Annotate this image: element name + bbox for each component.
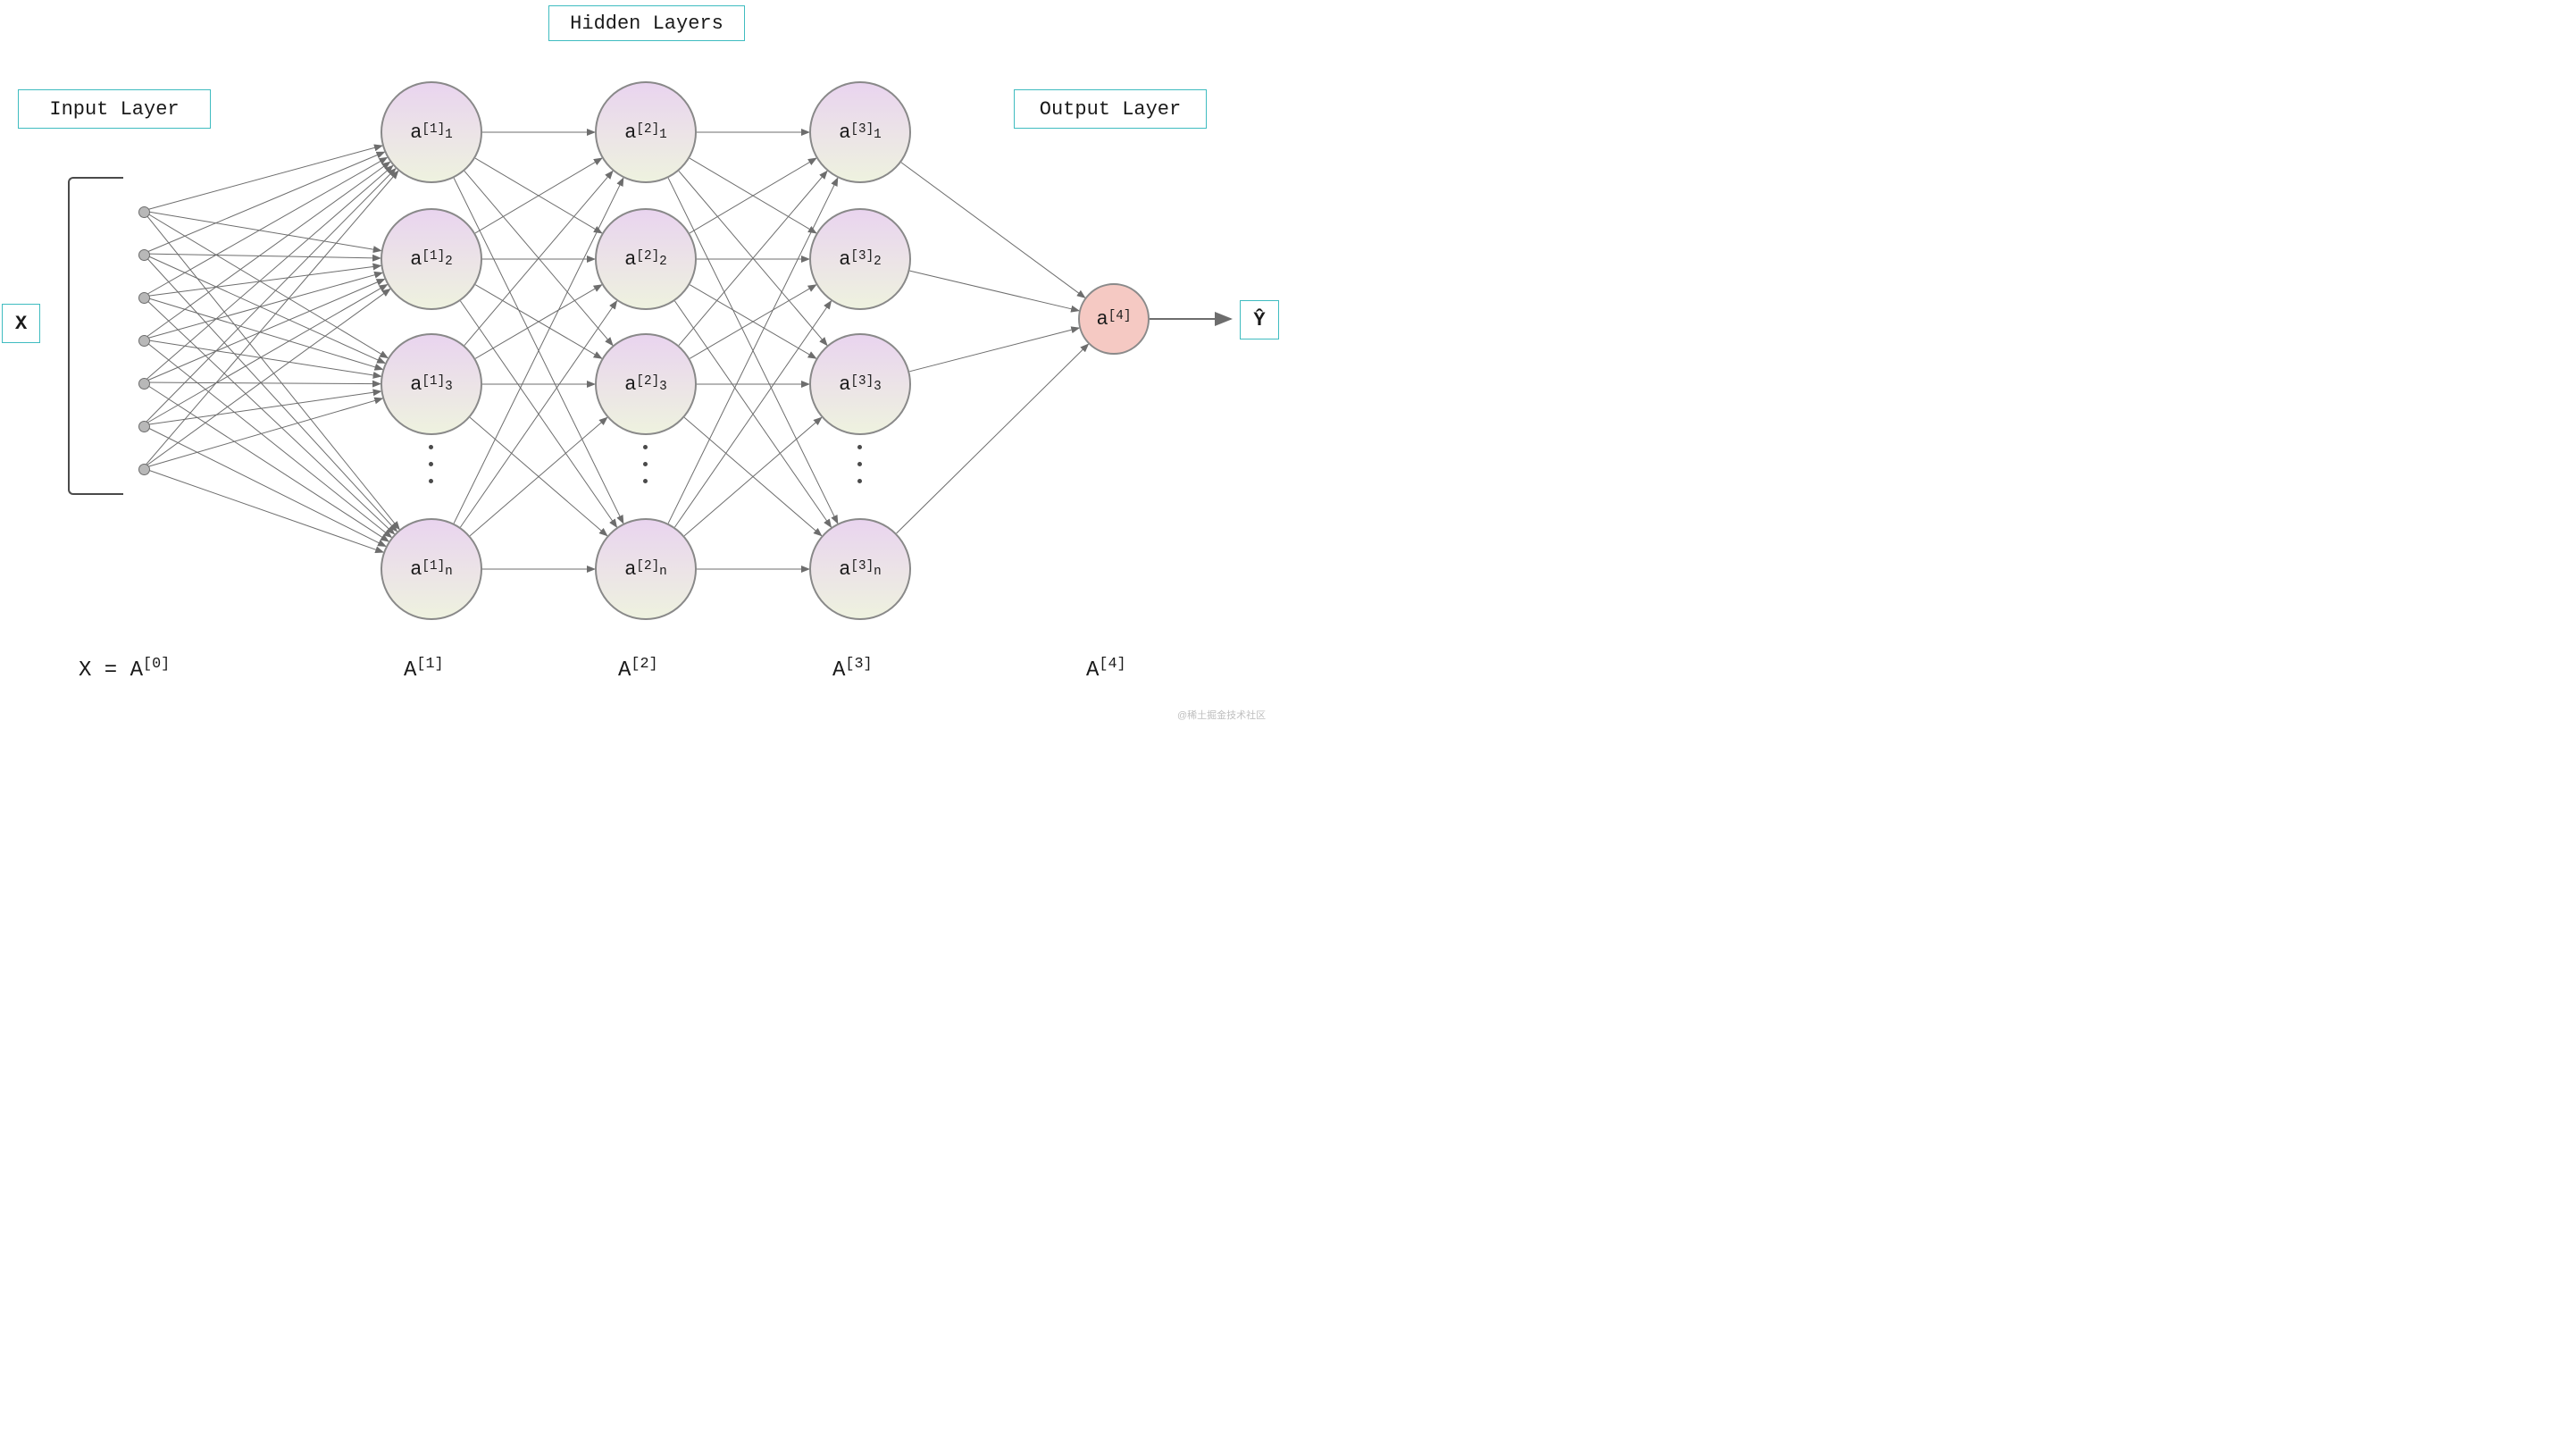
input-dot xyxy=(138,206,150,218)
bottom-label-a3: A[3] xyxy=(832,656,873,683)
input-dot xyxy=(138,378,150,390)
input-dot xyxy=(138,421,150,432)
input-dot xyxy=(138,249,150,261)
input-dot xyxy=(138,335,150,347)
hidden-node-1-4: a[1]n xyxy=(381,518,482,620)
input-dot xyxy=(138,292,150,304)
hidden-node-2-4: a[2]n xyxy=(595,518,697,620)
output-node: a[4] xyxy=(1078,283,1150,355)
hidden-layers-title: Hidden Layers xyxy=(548,5,745,41)
ellipsis-dots xyxy=(643,445,648,483)
hidden-node-3-4: a[3]n xyxy=(809,518,911,620)
bottom-label-a1: A[1] xyxy=(404,656,444,683)
hidden-node-1-1: a[1]1 xyxy=(381,81,482,183)
ellipsis-dots xyxy=(429,445,433,483)
x-label-box: X xyxy=(2,304,40,343)
hidden-node-1-2: a[1]2 xyxy=(381,208,482,310)
hidden-node-2-2: a[2]2 xyxy=(595,208,697,310)
bottom-label-input: X = A[0] xyxy=(79,656,170,683)
input-bracket xyxy=(68,177,123,495)
hidden-node-3-3: a[3]3 xyxy=(809,333,911,435)
input-layer-title: Input Layer xyxy=(18,89,211,129)
output-layer-title: Output Layer xyxy=(1014,89,1207,129)
hidden-node-3-2: a[3]2 xyxy=(809,208,911,310)
input-dot xyxy=(138,464,150,475)
bottom-label-a4: A[4] xyxy=(1086,656,1126,683)
ellipsis-dots xyxy=(857,445,862,483)
watermark: @稀土掘金技术社区 xyxy=(1177,708,1266,722)
y-hat-label-box: Ŷ xyxy=(1240,300,1279,339)
hidden-node-2-1: a[2]1 xyxy=(595,81,697,183)
bottom-label-a2: A[2] xyxy=(618,656,658,683)
hidden-node-1-3: a[1]3 xyxy=(381,333,482,435)
hidden-node-3-1: a[3]1 xyxy=(809,81,911,183)
hidden-node-2-3: a[2]3 xyxy=(595,333,697,435)
neural-network-diagram: a[1]1 a[1]2 a[1]3 a[1]n a[2]1 a[2]2 a[2]3 a[2]n… xyxy=(0,0,1288,725)
